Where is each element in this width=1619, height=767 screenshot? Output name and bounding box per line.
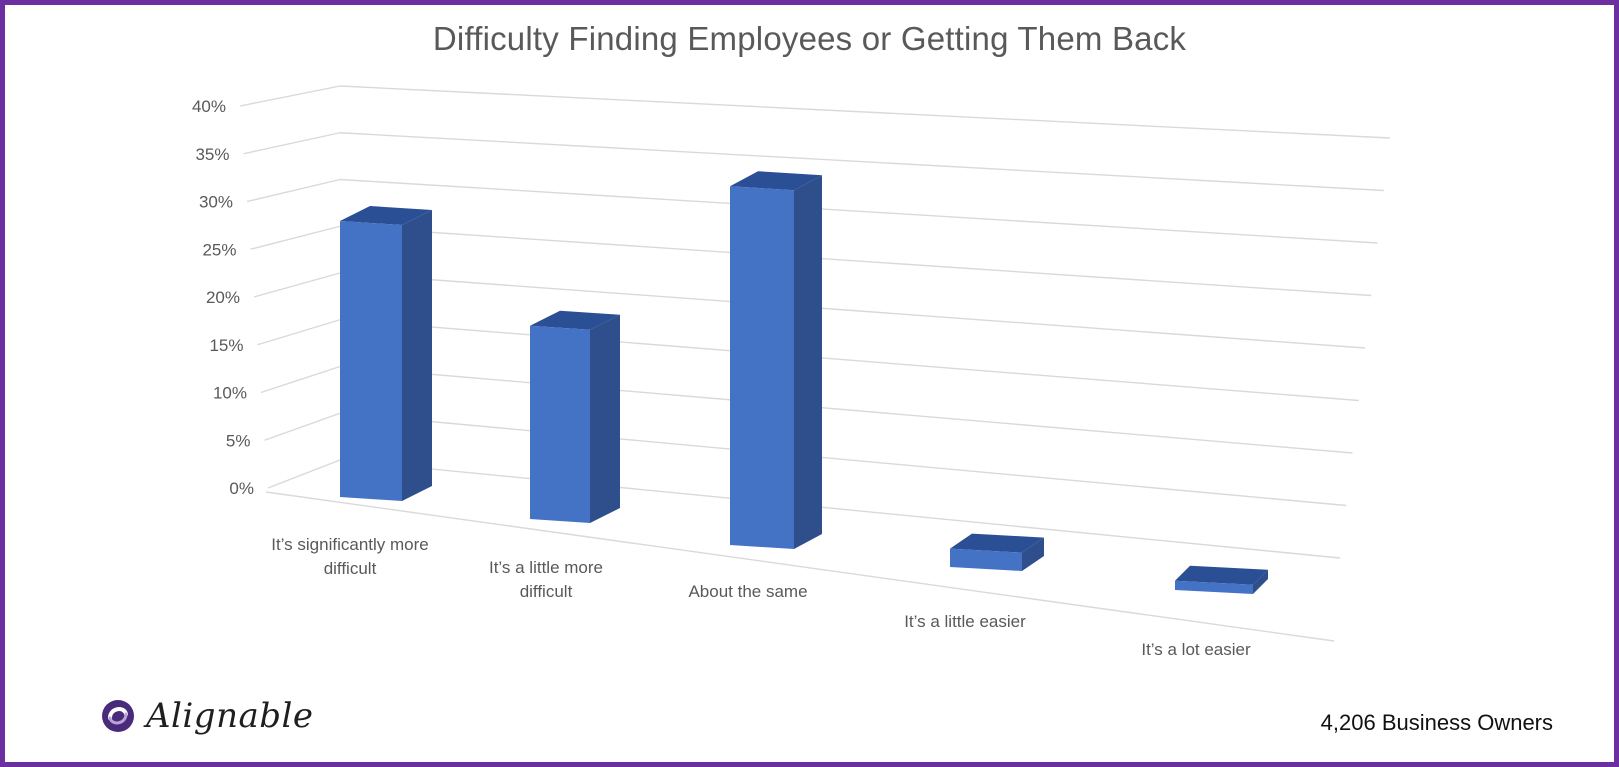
- bar-top: [730, 171, 822, 191]
- gridline: [339, 272, 1366, 349]
- bar-top: [950, 533, 1044, 553]
- bar-side: [1022, 537, 1044, 571]
- x-tick-label: It’s significantly more: [271, 535, 428, 554]
- gridline-side: [243, 132, 341, 155]
- gridline: [339, 459, 1341, 559]
- bar-top: [530, 310, 620, 330]
- alignable-swirl-icon: [102, 700, 134, 732]
- bar: [1175, 580, 1253, 594]
- y-tick-label: 15%: [209, 336, 243, 355]
- gridline: [339, 412, 1347, 507]
- x-tick-label: difficult: [324, 559, 377, 578]
- x-tick-label: It’s a lot easier: [1141, 640, 1251, 659]
- x-tick-label: It’s a little more: [489, 558, 603, 577]
- gridline-side: [267, 459, 341, 489]
- gridline: [339, 365, 1353, 454]
- bar-side: [1253, 569, 1268, 594]
- gridline: [339, 85, 1391, 139]
- y-tick-label: 35%: [195, 145, 229, 164]
- sample-size-label: 4,206 Business Owners: [1320, 710, 1553, 735]
- gridline-side: [257, 319, 341, 346]
- y-tick-label: 0%: [229, 479, 254, 498]
- gridline-side: [264, 412, 341, 441]
- bar-side: [794, 175, 822, 549]
- bar: [530, 325, 590, 523]
- y-tick-label: 30%: [199, 193, 233, 212]
- gridline: [339, 178, 1378, 244]
- bar-top: [340, 206, 432, 225]
- bar-top: [1175, 565, 1268, 585]
- gridline-side: [253, 272, 341, 298]
- bar-side: [590, 314, 620, 523]
- bar: [340, 221, 402, 501]
- floor-front-edge: [265, 491, 1335, 642]
- gridline-side: [246, 178, 341, 203]
- x-tick-label: About the same: [688, 582, 807, 601]
- y-tick-label: 20%: [206, 288, 240, 307]
- gridline-side: [260, 365, 341, 394]
- y-tick-label: 10%: [213, 384, 247, 403]
- x-tick-label: difficult: [520, 582, 573, 601]
- gridline: [339, 132, 1384, 192]
- chart-title: Difficulty Finding Employees or Getting …: [432, 20, 1187, 57]
- gridline-side: [250, 225, 341, 250]
- x-tick-label: It’s a little easier: [904, 612, 1026, 631]
- y-tick-label: 40%: [192, 97, 226, 116]
- y-tick-label: 5%: [226, 431, 251, 450]
- brand-logo: Alignable: [100, 692, 314, 740]
- bar: [730, 186, 794, 549]
- gridline: [339, 319, 1359, 402]
- gridline: [339, 225, 1372, 297]
- brand-name: Alignable: [146, 696, 314, 736]
- bar-side: [402, 210, 432, 501]
- y-tick-label: 25%: [202, 240, 236, 259]
- gridline-side: [239, 85, 341, 107]
- bar: [950, 548, 1022, 571]
